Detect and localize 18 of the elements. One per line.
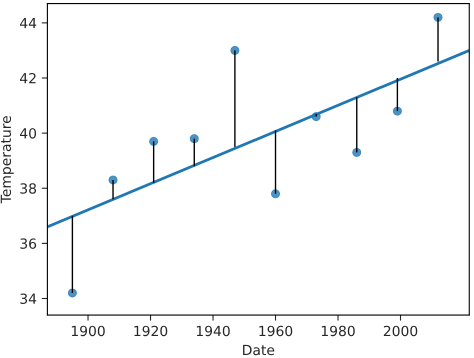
y-tick-label: 40: [20, 128, 36, 139]
y-tick-label: 42: [20, 72, 36, 84]
point: [108, 175, 118, 184]
y-axis-title: Temperature: [0, 116, 14, 204]
y-tick-label: 44: [20, 18, 36, 28]
x-tick-label: 1980: [322, 326, 355, 336]
x-tick-label: 1920: [134, 326, 168, 336]
x-tick-label: 1940: [196, 326, 230, 336]
y-tick-label: 38: [20, 183, 36, 194]
point: [312, 112, 321, 122]
x-tick-label: 1900: [72, 326, 105, 336]
x-axis-title: Date: [243, 344, 274, 356]
point: [271, 189, 280, 198]
x-tick-label: 2000: [384, 326, 418, 336]
x-tick-label: 1960: [259, 326, 292, 336]
y-tick-label: 36: [20, 238, 36, 249]
point: [434, 12, 443, 22]
y-tick-label: 34: [20, 293, 36, 304]
